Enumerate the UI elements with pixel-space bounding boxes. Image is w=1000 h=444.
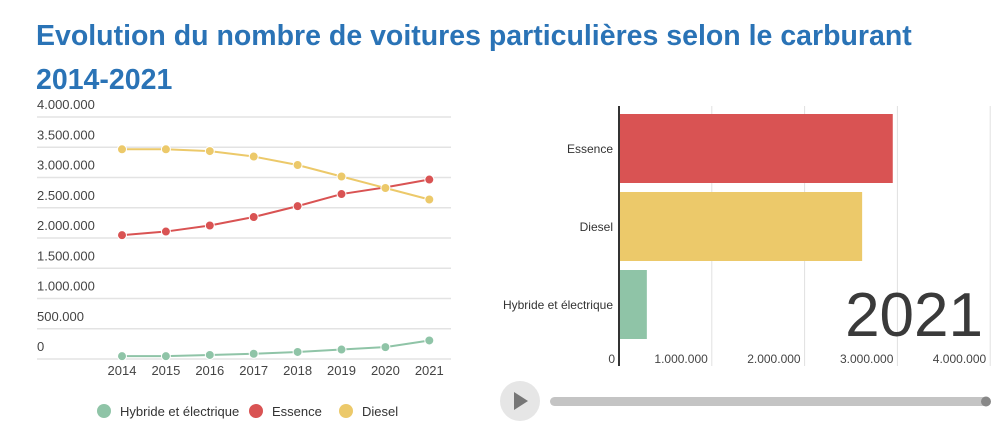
legend-marker [339, 404, 353, 418]
legend-label: Essence [272, 404, 322, 419]
data-point [336, 171, 347, 182]
x-tick-label: 4.000.000 [933, 352, 987, 366]
data-point [204, 220, 215, 231]
legend-marker [249, 404, 263, 418]
data-point [336, 344, 347, 355]
bar-essence [619, 114, 893, 183]
play-icon[interactable] [514, 392, 528, 410]
x-tick-label: 2015 [151, 363, 180, 378]
data-point [248, 151, 259, 162]
data-point [380, 182, 391, 193]
series-line-diesel [122, 148, 430, 201]
series-line-essence [121, 178, 430, 237]
series-line-hybride-et-électrique [122, 339, 430, 358]
data-point [160, 226, 171, 237]
x-tick-label: 2014 [108, 363, 137, 378]
data-point [336, 189, 347, 200]
data-point [117, 351, 127, 362]
y-tick-label: 3.000.000 [37, 158, 95, 173]
legend-label: Diesel [362, 404, 398, 419]
y-tick-label: 1.500.000 [37, 248, 95, 263]
data-point [117, 144, 127, 155]
x-tick-label: 2.000.000 [747, 352, 801, 366]
x-tick-label: 3.000.000 [840, 352, 894, 366]
data-point [292, 346, 303, 357]
bar-diesel [619, 192, 863, 261]
y-tick-label: 2.000.000 [37, 218, 95, 233]
x-tick-label: 2017 [239, 363, 268, 378]
y-tick-label: 4.000.000 [37, 97, 95, 112]
data-point [204, 146, 215, 157]
data-point [248, 348, 259, 359]
x-tick-label: 2016 [195, 363, 224, 378]
data-point [248, 212, 259, 223]
bar-hybride-et-électrique [619, 270, 647, 339]
category-label: Hybride et électrique [503, 298, 613, 312]
timeline-slider[interactable] [550, 397, 990, 406]
x-tick-label: 2018 [283, 363, 312, 378]
data-point [380, 342, 391, 353]
data-point [117, 230, 127, 241]
year-label: 2021 [845, 281, 983, 350]
data-point [292, 160, 303, 171]
data-point [204, 349, 215, 360]
data-point [424, 174, 435, 185]
y-tick-label: 2.500.000 [37, 188, 95, 203]
data-point [424, 194, 435, 205]
x-tick-label: 2019 [327, 363, 356, 378]
category-label: Diesel [580, 220, 613, 234]
y-tick-label: 1.000.000 [37, 279, 95, 294]
y-tick-label: 0 [37, 339, 44, 354]
y-tick-label: 3.500.000 [37, 127, 95, 142]
data-point [424, 335, 435, 346]
title-line-2: 2014-2021 [36, 64, 173, 96]
category-label: Essence [567, 142, 613, 156]
data-point [160, 351, 171, 362]
chart-title: Evolution du nombre de voitures particul… [36, 14, 976, 102]
x-tick-label: 2021 [415, 363, 444, 378]
data-point [160, 144, 171, 155]
legend-label: Hybride et électrique [120, 404, 239, 419]
slider-handle[interactable] [981, 396, 991, 407]
x-tick-label: 2020 [371, 363, 400, 378]
title-line-1: Evolution du nombre de voitures particul… [36, 20, 912, 52]
legend-marker [97, 404, 111, 418]
x-tick-label: 0 [608, 352, 615, 366]
y-tick-label: 500.000 [37, 309, 84, 324]
data-point [292, 201, 303, 212]
x-tick-label: 1.000.000 [654, 352, 708, 366]
